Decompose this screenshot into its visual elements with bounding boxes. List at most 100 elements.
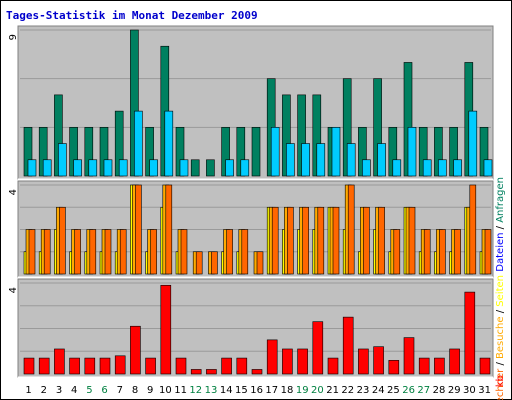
bar-panel1-series2-day-30	[468, 110, 478, 177]
bar-panel2-series3-day-12	[195, 251, 203, 275]
y-tick-label: 4	[8, 189, 19, 195]
bar-panel2-series3-day-7	[119, 229, 127, 275]
x-tick-label: 12	[189, 385, 202, 396]
bar-panel1-series2-day-24	[377, 143, 386, 177]
x-tick-label: 19	[296, 385, 309, 396]
x-tick-label: 27	[417, 385, 430, 396]
legend-entry: /	[495, 359, 506, 369]
bar-panel3-series1-day-11	[175, 357, 187, 375]
bar-panel3-series1-day-25	[388, 360, 400, 375]
x-tick-label: 30	[463, 385, 476, 396]
x-tick-label: 28	[433, 385, 446, 396]
bar-panel3-series1-day-28	[434, 357, 445, 375]
bar-panel3-series1-day-13	[206, 369, 217, 375]
y-tick-label: 9	[8, 34, 19, 40]
x-tick-label: 5	[86, 385, 92, 396]
bar-panel3-series1-day-6	[99, 357, 111, 375]
bar-panel1-series2-day-22	[346, 143, 356, 177]
bar-panel2-series3-day-2	[43, 229, 51, 275]
bar-panel1-series2-day-4	[73, 159, 82, 177]
x-tick-label: 14	[220, 385, 233, 396]
legend-entry: /	[495, 223, 506, 233]
bar-panel3-series1-day-27	[418, 357, 430, 375]
bar-panel2-series3-day-25	[393, 229, 401, 275]
bar-panel2-series3-day-1	[28, 229, 36, 275]
bar-panel2-series3-day-27	[423, 229, 431, 275]
x-tick-label: 26	[402, 385, 415, 396]
bar-panel2-series3-day-5	[89, 229, 97, 275]
bar-panel3-series1-day-9	[145, 357, 156, 375]
bar-panel1-series2-day-23	[362, 159, 371, 177]
bar-panel3-series1-day-15	[236, 357, 248, 375]
bar-panel1-series2-day-3	[58, 143, 67, 177]
x-tick-label: 31	[478, 385, 491, 396]
x-tick-label: 15	[235, 385, 248, 396]
x-tick-label: 18	[281, 385, 294, 396]
bar-panel2-series3-day-13	[211, 251, 218, 275]
bar-panel1-series2-day-19	[301, 143, 310, 177]
chart-title: Tages-Statistik im Monat Dezember 2009	[6, 9, 258, 22]
bar-panel1-series2-day-15	[240, 159, 250, 177]
bar-panel2-series3-day-21	[332, 206, 340, 275]
bar-panel2-series3-day-22	[347, 184, 355, 275]
bar-panel3-series1-day-2	[38, 357, 50, 375]
bar-panel1-series2-day-26	[407, 127, 417, 177]
legend-entry: Rechner	[495, 368, 506, 400]
x-tick-label: 3	[56, 385, 62, 396]
bar-panel2-series3-day-18	[287, 206, 294, 275]
x-tick-label: 22	[341, 385, 354, 396]
bar-panel1-series2-day-10	[164, 110, 174, 177]
bar-panel2-series3-day-8	[135, 184, 142, 275]
bar-panel3-series1-day-29	[449, 348, 460, 375]
bar-panel3-series1-day-21	[327, 357, 339, 375]
bar-panel3-series1-day-4	[69, 357, 80, 375]
x-tick-label: 21	[326, 385, 339, 396]
chart-panel-3: 4 kb	[8, 278, 506, 387]
bar-panel1-series2-day-1	[27, 159, 37, 177]
bar-panel3-series1-day-23	[358, 348, 369, 375]
x-tick-label: 8	[132, 385, 138, 396]
bar-panel3-series1-day-1	[23, 357, 35, 375]
x-tick-label: 11	[174, 385, 187, 396]
x-tick-label: 17	[265, 385, 278, 396]
bar-panel3-series1-day-16	[251, 369, 263, 375]
panel-legend: Rechner / Besuche / Seiten	[495, 275, 506, 400]
bar-panel3-series1-day-8	[130, 325, 141, 375]
bar-panel2-series3-day-28	[439, 229, 446, 275]
x-tick-label: 1	[25, 385, 31, 396]
bar-panel1-series2-day-17	[270, 127, 280, 177]
bar-panel3-series1-day-5	[84, 357, 96, 375]
x-tick-label: 20	[311, 385, 324, 396]
bar-panel2-series3-day-14	[226, 229, 233, 275]
x-tick-label: 6	[101, 385, 107, 396]
bar-panel3-series1-day-12	[190, 369, 202, 375]
bar-panel2-series3-day-6	[104, 229, 112, 275]
bar-panel1-series2-day-18	[286, 143, 295, 177]
bar-panel1-series2-day-21	[331, 127, 341, 177]
bar-panel1-series2-day-9	[149, 159, 158, 177]
chart-panels: 9 Dateien / Anfragen 4 Rechner / Besuche / …	[8, 25, 506, 400]
bar-panel3-series1-day-31	[479, 357, 491, 375]
legend-entry: Anfragen	[495, 177, 506, 223]
bar-panel2-series3-day-9	[150, 229, 157, 275]
bar-panel1-series2-day-31	[483, 159, 493, 177]
bar-panel2-series3-day-17	[271, 206, 279, 275]
bar-panel2-series3-day-26	[408, 206, 416, 275]
x-tick-label: 23	[357, 385, 370, 396]
bar-panel1-series2-day-11	[179, 159, 189, 177]
bar-panel3-series1-day-14	[221, 357, 232, 375]
bar-panel1-series1-day-12	[190, 159, 200, 177]
bar-panel2-series3-day-29	[454, 229, 461, 275]
bar-panel3-series1-day-19	[297, 348, 308, 375]
x-tick-label: 10	[159, 385, 172, 396]
bar-panel2-series3-day-20	[317, 206, 325, 275]
x-tick-label: 25	[387, 385, 400, 396]
bar-panel2-series3-day-23	[363, 206, 370, 275]
bar-panel1-series2-day-14	[225, 159, 234, 177]
bar-panel2-series3-day-16	[256, 251, 264, 275]
x-tick-label: 29	[448, 385, 461, 396]
bar-panel2-series3-day-19	[302, 206, 309, 275]
bar-panel1-series2-day-5	[88, 159, 98, 177]
legend-entry: Besuche	[495, 316, 506, 359]
bar-panel3-series1-day-17	[266, 339, 278, 375]
